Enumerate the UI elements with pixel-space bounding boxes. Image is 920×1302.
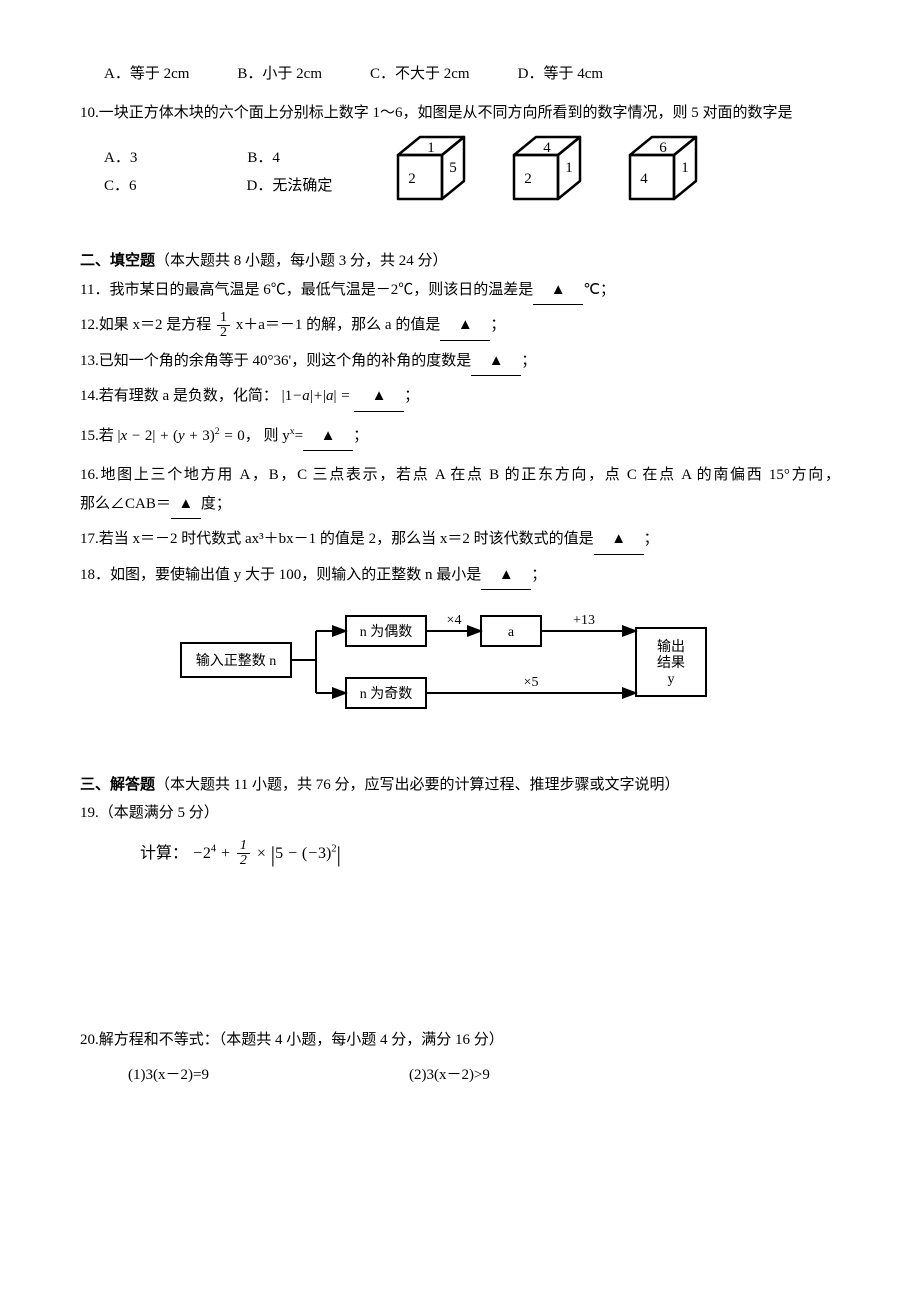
section3-heading: 三、解答题（本大题共 11 小题，共 76 分，应写出必要的计算过程、推理步骤或… (80, 771, 840, 800)
q15-mid: ， 则 yx= (245, 428, 303, 444)
q13-pre: 13.已知一个角的余角等于 40°36'，则这个角的补角的度数是 (80, 353, 471, 369)
svg-text:1: 1 (566, 160, 574, 176)
svg-text:1: 1 (682, 160, 690, 176)
q9-options: A．等于 2cm B．小于 2cm C．不大于 2cm D．等于 4cm (80, 60, 840, 89)
section2-desc: （本大题共 8 小题，每小题 3 分，共 24 分） (155, 253, 448, 269)
section2-heading: 二、填空题（本大题共 8 小题，每小题 3 分，共 24 分） (80, 247, 840, 276)
q12-pre: 12.如果 x＝2 是方程 (80, 317, 211, 333)
q14-post: ； (404, 388, 419, 404)
q17: 17.若当 x＝－2 时代数式 ax³＋bx－1 的值是 2，那么当 x＝2 时… (80, 525, 840, 555)
svg-text:n 为偶数: n 为偶数 (360, 624, 413, 640)
q11-post: ℃； (583, 282, 615, 298)
q11-blank: ▲ (533, 276, 583, 306)
q20-subs: (1)3(x－2)=9 (2)3(x－2)>9 (80, 1061, 840, 1090)
q10-opt-b: B．4 (247, 144, 280, 173)
q15-pre: 15.若 (80, 428, 114, 444)
q18-flowchart: 输入正整数 n n 为偶数 n 为奇数 a 输出结果y ×4 +13 ×5 (176, 598, 840, 739)
svg-text:n 为奇数: n 为奇数 (360, 685, 413, 702)
svg-text:+13: +13 (573, 613, 595, 628)
q18-blank: ▲ (481, 561, 531, 591)
svg-text:×5: ×5 (524, 675, 539, 690)
cube-2: 42 1 (508, 133, 594, 211)
q9-opt-a: A．等于 2cm (104, 60, 189, 89)
q15: 15.若 |x − 2| + (y + 3)2 = 0， 则 yx=▲； (80, 422, 840, 452)
q9-opt-b: B．小于 2cm (237, 60, 322, 89)
q13: 13.已知一个角的余角等于 40°36'，则这个角的补角的度数是▲； (80, 347, 840, 377)
svg-text:1: 1 (428, 140, 436, 156)
q20-sub1: (1)3(x－2)=9 (128, 1061, 209, 1090)
q12-blank: ▲ (440, 311, 490, 341)
svg-text:结果: 结果 (657, 655, 685, 671)
svg-text:2: 2 (525, 171, 533, 187)
q20-caption: 20.解方程和不等式：（本题共 4 小题，每小题 4 分，满分 16 分） (80, 1026, 840, 1055)
svg-text:输出: 输出 (657, 639, 685, 655)
q16-blank: ▲ (171, 490, 201, 520)
q13-post: ； (521, 353, 536, 369)
q17-post: ； (644, 531, 659, 547)
q12-mid: x＋a＝－1 的解，那么 a 的值是 (236, 317, 441, 333)
q14: 14.若有理数 a 是负数，化简： |1−a|+|a| = ▲； (80, 382, 840, 412)
cube-3: 64 1 (624, 133, 710, 211)
svg-text:6: 6 (660, 140, 668, 156)
q12-frac: 12 (217, 311, 230, 340)
q12: 12.如果 x＝2 是方程 12 x＋a＝－1 的解，那么 a 的值是▲； (80, 311, 840, 341)
q19-label: 计算： (140, 845, 188, 862)
q15-expr: |x − 2| + (y + 3)2 = 0 (118, 428, 245, 444)
q18: 18．如图，要使输出值 y 大于 100，则输入的正整数 n 最小是▲； (80, 561, 840, 591)
svg-text:a: a (508, 625, 515, 640)
svg-text:4: 4 (641, 171, 649, 187)
svg-text:输入正整数 n: 输入正整数 n (196, 653, 277, 669)
q14-blank: ▲ (354, 382, 404, 412)
q10-stem: 10.一块正方体木块的六个面上分别标上数字 1～6，如图是从不同方向所看到的数字… (80, 99, 840, 128)
cube-figures: 125 421 641 (392, 133, 710, 211)
svg-text:5: 5 (450, 160, 458, 176)
q10-opt-c: C．6 (104, 172, 137, 201)
q19-expr: 计算： −24 + 12 × |5 − (−3)2| (80, 834, 840, 877)
q18-pre: 18．如图，要使输出值 y 大于 100，则输入的正整数 n 最小是 (80, 567, 481, 583)
svg-text:2: 2 (409, 171, 417, 187)
q10-body: A．3 B．4 C．6 D．无法确定 125 421 641 (80, 133, 840, 211)
svg-text:4: 4 (544, 140, 552, 156)
q9-opt-d: D．等于 4cm (518, 60, 603, 89)
section2-title: 二、填空题 (80, 253, 155, 269)
svg-text:×4: ×4 (447, 613, 462, 628)
section3-title: 三、解答题 (80, 777, 155, 793)
q12-post: ； (490, 317, 505, 333)
svg-text:y: y (668, 672, 675, 687)
q9-opt-c: C．不大于 2cm (370, 60, 470, 89)
q15-blank: ▲ (303, 422, 353, 452)
q11-pre: 11．我市某日的最高气温是 6℃，最低气温是－2℃，则该日的温差是 (80, 282, 533, 298)
flowchart-svg: 输入正整数 n n 为偶数 n 为奇数 a 输出结果y ×4 +13 ×5 (176, 598, 736, 728)
q18-post: ； (531, 567, 546, 583)
q16-line2pre: 那么∠CAB＝ (80, 496, 171, 512)
q16-line1: 16.地图上三个地方用 A，B，C 三点表示，若点 A 在点 B 的正东方向，点… (80, 461, 840, 490)
q10-opt-d: D．无法确定 (247, 172, 333, 201)
q16-line2post: 度； (201, 496, 231, 512)
q14-expr: |1−a|+|a| = (282, 388, 354, 404)
q16: 16.地图上三个地方用 A，B，C 三点表示，若点 A 在点 B 的正东方向，点… (80, 461, 840, 519)
q15-post: ； (353, 428, 368, 444)
q11: 11．我市某日的最高气温是 6℃，最低气温是－2℃，则该日的温差是▲℃； (80, 276, 840, 306)
q13-blank: ▲ (471, 347, 521, 377)
q17-pre: 17.若当 x＝－2 时代数式 ax³＋bx－1 的值是 2，那么当 x＝2 时… (80, 531, 594, 547)
q20-sub2: (2)3(x－2)>9 (409, 1061, 490, 1090)
q19-caption: 19.（本题满分 5 分） (80, 799, 840, 828)
q14-pre: 14.若有理数 a 是负数，化简： (80, 388, 278, 404)
cube-1: 12 5 (392, 133, 478, 211)
section3-desc: （本大题共 11 小题，共 76 分，应写出必要的计算过程、推理步骤或文字说明） (155, 777, 679, 793)
q10-opt-a: A．3 (104, 144, 137, 173)
q17-blank: ▲ (594, 525, 644, 555)
